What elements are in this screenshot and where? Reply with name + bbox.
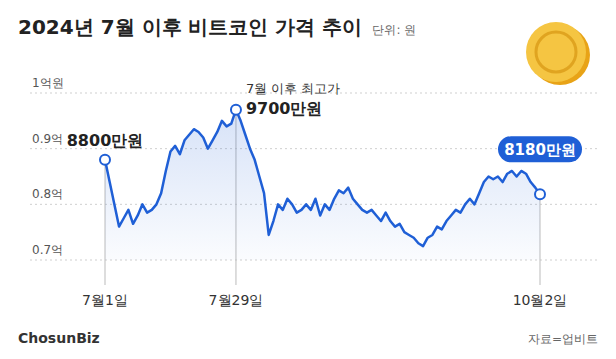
line	[105, 110, 540, 246]
annotation-point	[231, 105, 241, 115]
x-tick-label: 10월2일	[513, 292, 568, 308]
source: 자료=업비트	[528, 332, 598, 346]
annotation-label: 8800만원	[67, 131, 144, 150]
y-tick-label: 0.9억	[32, 132, 63, 146]
x-tick-label: 7월29일	[209, 292, 264, 308]
unit: 단위: 원	[372, 23, 416, 37]
y-tick-label: 1억원	[32, 76, 64, 90]
credit: ChosunBiz	[18, 330, 100, 346]
chart-root: 2024년 7월 이후 비트코인 가격 추이 단위: 원 0.7억 0.8억 0.9억 1…	[0, 0, 616, 359]
annotation-caption: 7월 이후 최고가	[246, 81, 341, 96]
plot	[105, 110, 540, 260]
y-tick-label: 0.8억	[32, 187, 63, 201]
chart: 2024년 7월 이후 비트코인 가격 추이 단위: 원 0.7억 0.8억 0.9억 1…	[0, 0, 616, 359]
y-tick-label: 0.7억	[32, 243, 63, 257]
x-tick-label: 7월1일	[82, 292, 128, 308]
coin-ring	[536, 32, 576, 72]
area	[105, 110, 540, 260]
annotation-box	[498, 136, 582, 162]
annotation-label: 9700만원	[246, 99, 323, 118]
annotation-point	[100, 155, 110, 165]
annotation-label: 8180만원	[504, 141, 576, 159]
title: 2024년 7월 이후 비트코인 가격 추이	[18, 15, 362, 39]
annotation-point	[535, 189, 545, 199]
coin	[526, 22, 586, 82]
